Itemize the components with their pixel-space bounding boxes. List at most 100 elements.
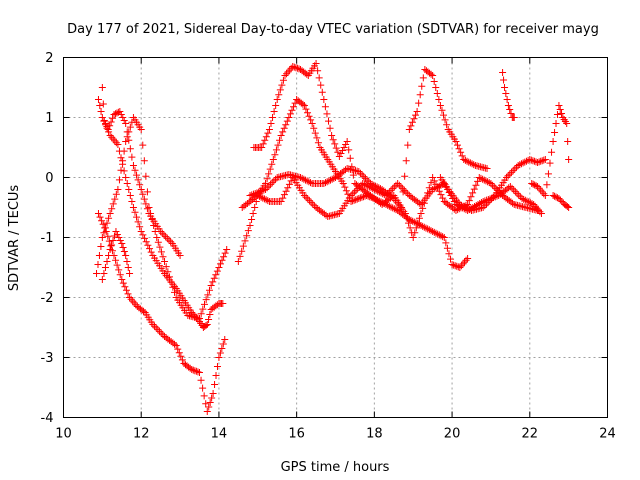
data-point <box>501 84 509 91</box>
data-point <box>329 136 337 144</box>
data-point <box>443 121 451 129</box>
data-point <box>504 102 512 109</box>
data-point <box>454 206 462 214</box>
data-point <box>356 194 364 202</box>
data-point <box>440 111 448 119</box>
data-point <box>482 177 490 185</box>
data-point <box>302 105 310 113</box>
data-point <box>522 157 530 165</box>
data-point <box>175 349 183 357</box>
data-point <box>504 172 512 180</box>
data-point <box>553 111 561 118</box>
data-point <box>117 111 125 118</box>
data-point <box>355 183 363 191</box>
data-point <box>350 188 358 196</box>
x-tick-label: 10 <box>55 427 72 442</box>
data-point <box>315 74 323 82</box>
data-point <box>546 159 554 167</box>
data-point <box>192 367 200 375</box>
data-point <box>527 156 535 164</box>
data-point <box>119 244 127 251</box>
data-point <box>548 148 556 156</box>
data-point <box>293 64 301 72</box>
data-point <box>196 369 203 376</box>
data-point <box>486 197 494 205</box>
x-tick-label: 20 <box>444 427 461 442</box>
data-point <box>321 103 329 111</box>
data-point <box>251 190 259 197</box>
data-point <box>199 305 207 313</box>
data-point <box>102 120 110 127</box>
data-point <box>307 179 315 187</box>
data-point <box>417 210 425 217</box>
data-point <box>470 185 478 193</box>
data-point <box>484 198 492 206</box>
data-point <box>430 228 438 236</box>
data-point <box>327 176 335 184</box>
data-point <box>99 220 107 228</box>
data-point <box>521 196 529 204</box>
data-point <box>489 193 497 201</box>
data-point <box>94 261 102 268</box>
data-point <box>218 256 226 264</box>
x-tick-label: 12 <box>133 427 150 442</box>
data-point <box>295 65 303 73</box>
data-point <box>151 322 159 330</box>
data-point <box>555 195 563 202</box>
data-point <box>200 392 208 400</box>
data-point <box>544 170 552 178</box>
data-point <box>526 156 534 163</box>
data-point <box>332 144 340 152</box>
data-point <box>102 228 110 235</box>
data-point <box>299 100 307 108</box>
data-point <box>159 331 167 339</box>
data-point <box>359 180 367 187</box>
data-point <box>534 159 542 166</box>
data-point <box>430 185 438 193</box>
data-point <box>284 68 292 76</box>
data-point <box>463 157 471 165</box>
data-point <box>430 177 438 185</box>
data-point <box>236 252 244 260</box>
data-point <box>122 138 130 145</box>
data-point <box>479 204 487 211</box>
data-point <box>276 136 284 144</box>
data-point <box>223 246 231 253</box>
data-point <box>98 276 106 283</box>
data-point <box>106 210 114 217</box>
data-point <box>335 153 343 160</box>
data-point <box>154 238 162 246</box>
data-point <box>131 166 139 174</box>
chart-title: Day 177 of 2021, Sidereal Day-to-day VTE… <box>67 22 599 37</box>
data-point <box>142 238 150 246</box>
data-point <box>167 278 175 286</box>
data-point <box>188 366 196 373</box>
data-point <box>284 184 292 192</box>
data-point <box>395 181 403 189</box>
data-point <box>104 232 112 240</box>
data-point <box>106 246 114 253</box>
data-point <box>171 340 179 348</box>
data-point <box>289 63 297 70</box>
data-point <box>267 180 275 188</box>
data-point <box>154 326 162 334</box>
data-point <box>258 187 266 195</box>
data-point <box>156 243 164 251</box>
data-point <box>216 260 224 268</box>
data-point <box>159 253 167 261</box>
data-point <box>551 192 559 200</box>
data-point <box>440 234 448 241</box>
data-point <box>266 165 274 173</box>
data-point <box>480 176 488 184</box>
data-point <box>373 183 381 191</box>
data-point <box>388 193 396 201</box>
data-point <box>127 295 135 303</box>
data-point <box>437 232 445 240</box>
data-point <box>111 232 118 240</box>
data-point <box>535 184 543 192</box>
data-point <box>390 183 398 191</box>
data-point <box>552 120 560 127</box>
data-point <box>325 177 333 185</box>
data-point <box>334 148 342 156</box>
data-point <box>97 108 105 115</box>
